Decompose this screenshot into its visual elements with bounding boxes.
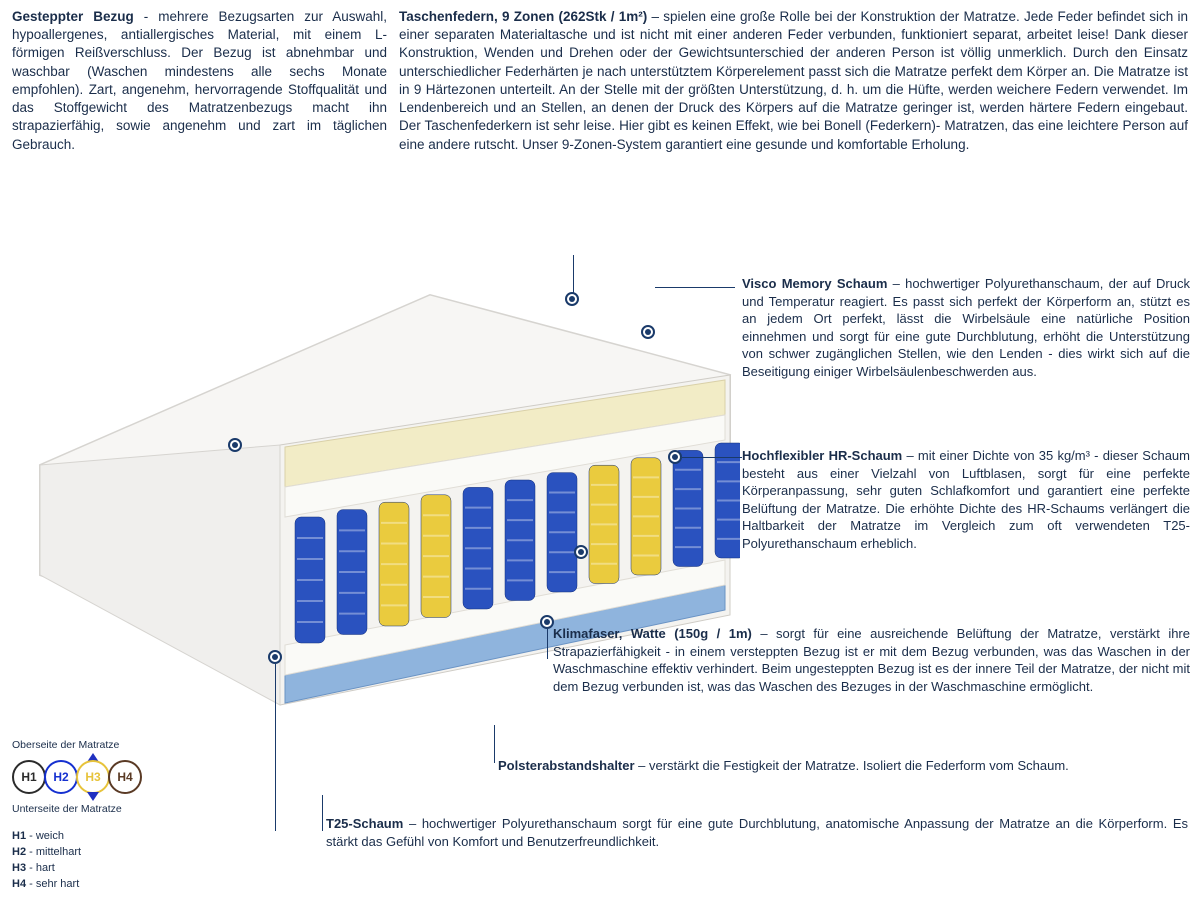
t25-body: – hochwertiger Polyurethanschaum sorgt f…	[326, 816, 1188, 849]
marker-base-icon	[574, 545, 588, 559]
cover-body: - mehrere Bezugsarten zur Auswahl, hypoa…	[12, 9, 387, 152]
leader-line	[275, 664, 276, 831]
hr-title: Hochflexibler HR-Schaum	[742, 448, 902, 463]
springs-title: Taschenfedern, 9 Zonen (262Stk / 1m²)	[399, 9, 647, 24]
callout-visco: Visco Memory Schaum – hochwertiger Polyu…	[742, 275, 1190, 380]
leader-line	[682, 457, 742, 458]
firmness-key-row: H4 - sehr hart	[12, 877, 140, 893]
diagram-area: Visco Memory Schaum – hochwertiger Polyu…	[0, 255, 1200, 905]
firmness-circle: H3	[76, 760, 110, 794]
firmness-legend: Oberseite der Matratze H1H2H3H4 Untersei…	[12, 739, 140, 893]
callout-t25: T25-Schaum – hochwertiger Polyurethansch…	[326, 815, 1188, 850]
top-left-block: Gesteppter Bezug - mehrere Bezugsarten z…	[12, 8, 387, 154]
cover-title: Gesteppter Bezug	[12, 9, 134, 24]
firmness-circles: H1H2H3H4	[12, 760, 140, 794]
top-right-block: Taschenfedern, 9 Zonen (262Stk / 1m²) – …	[399, 8, 1188, 154]
firmness-circle: H2	[44, 760, 78, 794]
leader-line	[494, 725, 495, 763]
firmness-circle: H4	[108, 760, 142, 794]
marker-cover-icon	[228, 438, 242, 452]
firmness-circle: H1	[12, 760, 46, 794]
firmness-legend-key: H1 - weichH2 - mittelhartH3 - hartH4 - s…	[12, 829, 140, 893]
klima-title: Klimafaser, Watte (150g / 1m)	[553, 626, 752, 641]
marker-visco-icon	[641, 325, 655, 339]
t25-title: T25-Schaum	[326, 816, 403, 831]
marker-klima-icon	[540, 615, 554, 629]
firmness-key-row: H2 - mittelhart	[12, 845, 140, 861]
callout-polster: Polsterabstandshalter – verstärkt die Fe…	[498, 757, 1190, 775]
springs-body: – spielen eine große Rolle bei der Konst…	[399, 9, 1188, 152]
legend-bot-label: Unterseite der Matratze	[12, 803, 140, 815]
firmness-key-row: H1 - weich	[12, 829, 140, 845]
marker-springs-icon	[565, 292, 579, 306]
marker-hr-icon	[668, 450, 682, 464]
polster-body: – verstärkt die Festigkeit der Matratze.…	[635, 758, 1069, 773]
visco-body: – hochwertiger Polyurethanschaum, der au…	[742, 276, 1190, 379]
firmness-key-row: H3 - hart	[12, 861, 140, 877]
callout-klima: Klimafaser, Watte (150g / 1m) – sorgt fü…	[553, 625, 1190, 695]
leader-line	[322, 795, 323, 831]
leader-line	[547, 629, 548, 659]
leader-line	[655, 287, 735, 288]
visco-title: Visco Memory Schaum	[742, 276, 887, 291]
legend-top-label: Oberseite der Matratze	[12, 739, 140, 751]
arrow-down-icon	[87, 792, 99, 801]
callout-hr: Hochflexibler HR-Schaum – mit einer Dich…	[742, 447, 1190, 552]
polster-title: Polsterabstandshalter	[498, 758, 635, 773]
marker-side-icon	[268, 650, 282, 664]
hr-body: – mit einer Dichte von 35 kg/m³ - dieser…	[742, 448, 1190, 551]
